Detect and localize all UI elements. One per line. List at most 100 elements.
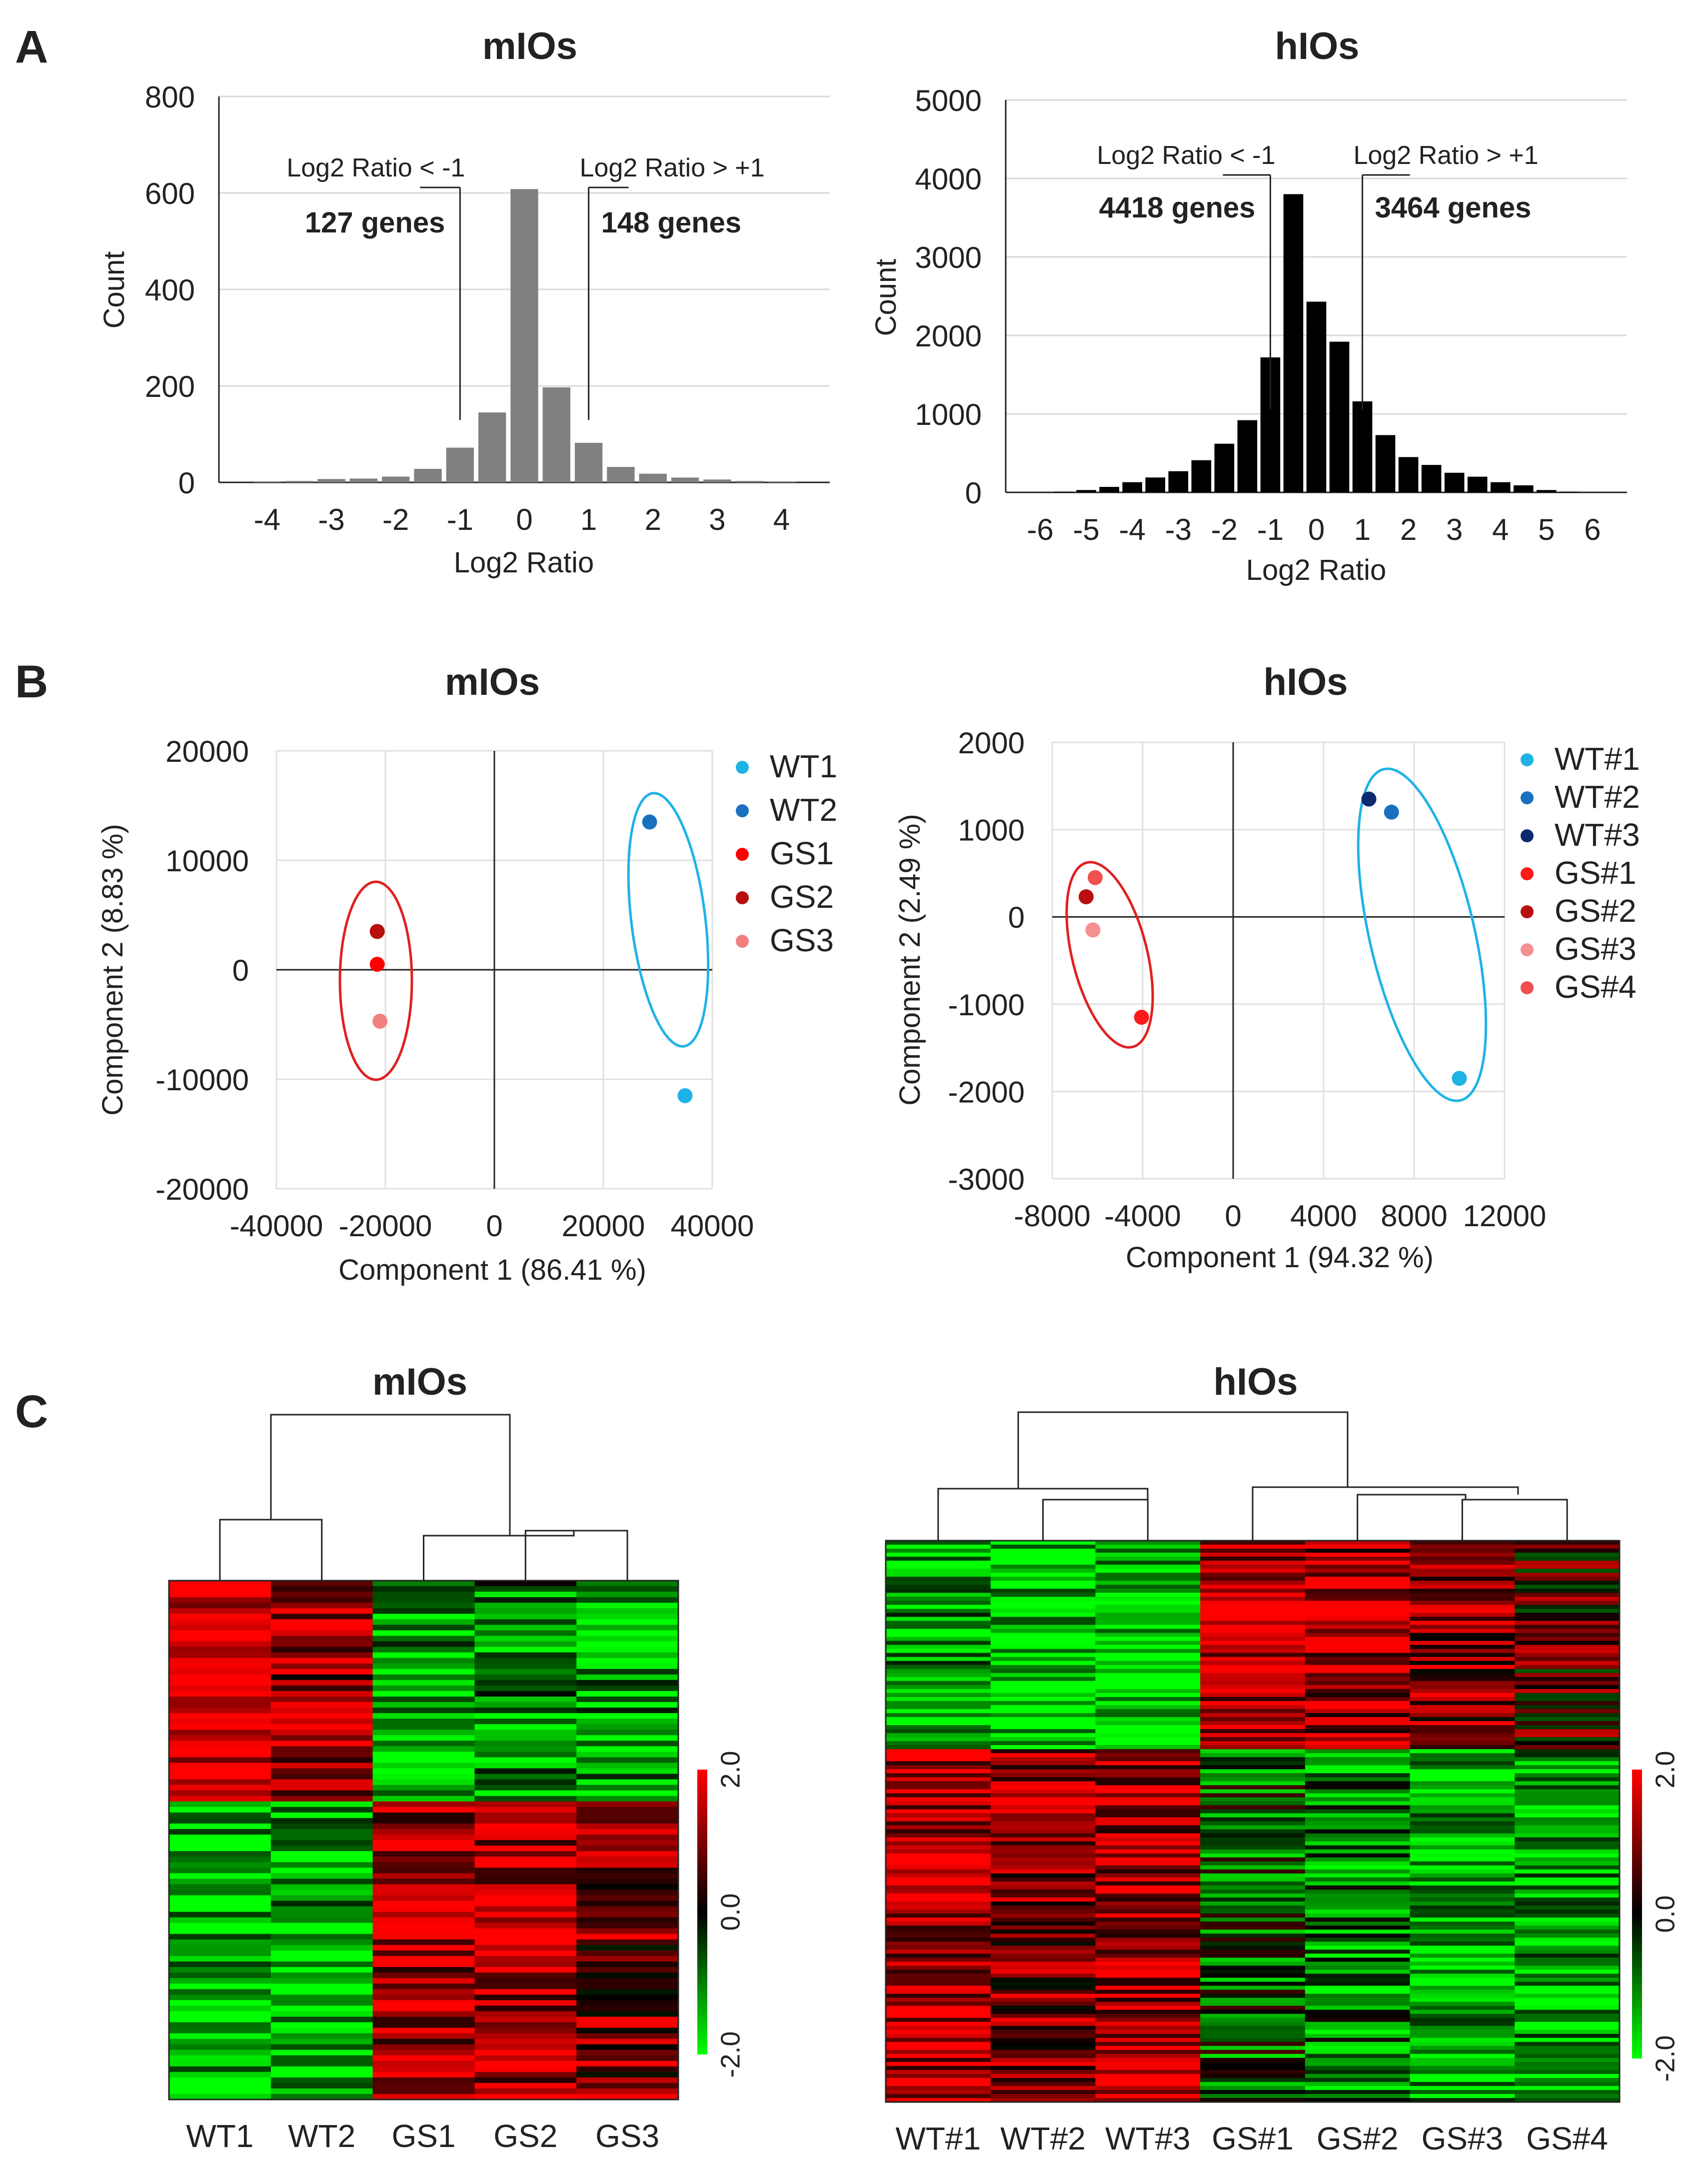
heatmap-cell	[1200, 1673, 1306, 1678]
heatmap-cell	[886, 1809, 991, 1814]
heatmap-cell	[576, 2022, 679, 2029]
heatmap-cell	[990, 1549, 1096, 1553]
heatmap-cell	[576, 2083, 679, 2089]
heatmap-cell	[1305, 1669, 1411, 1674]
heatmap-cell	[990, 2054, 1096, 2059]
heatmap-cell	[1410, 1809, 1516, 1814]
heatmap-cell	[1515, 1657, 1620, 1662]
heatmap-cell	[990, 1833, 1096, 1838]
heatmap-cell	[1410, 1793, 1516, 1798]
heatmap-cell	[1515, 1641, 1620, 1646]
heatmap-cell	[1410, 1966, 1516, 1971]
heatmap-cell	[169, 1873, 271, 1880]
heatmap-cell	[990, 2014, 1096, 2019]
heatmap-cell	[1305, 1773, 1411, 1778]
heatmap-cell	[169, 1746, 271, 1753]
heatmap-cell	[1410, 1837, 1516, 1842]
y-axis-label: Count	[98, 251, 130, 329]
heatmap-cell	[1305, 1962, 1411, 1967]
heatmap-cell	[1515, 2066, 1620, 2071]
heatmap-cell	[576, 1603, 679, 1609]
y-tick-label: -10000	[155, 1063, 249, 1097]
heatmap-cell	[1305, 2062, 1411, 2067]
heatmap-cell	[270, 1818, 373, 1824]
heatmap-cell	[576, 1774, 679, 1780]
heatmap-cell	[474, 2028, 577, 2034]
heatmap-cell	[1200, 1950, 1306, 1955]
heatmap-cell	[1095, 1561, 1201, 1565]
heatmap-cell	[886, 1753, 991, 1758]
heatmap-cell	[1410, 1926, 1516, 1930]
histogram-bar	[382, 476, 410, 482]
heatmap-cell	[1410, 1841, 1516, 1846]
heatmap-cell	[1515, 1777, 1620, 1782]
x-tick-label: -5	[1073, 513, 1099, 546]
heatmap-cell	[169, 1663, 271, 1670]
heatmap-cell	[169, 1879, 271, 1885]
heatmap-cell	[1410, 1962, 1516, 1967]
heatmap-cell	[169, 1801, 271, 1808]
heatmap-cell	[270, 2088, 373, 2095]
legend-marker	[1521, 867, 1534, 880]
heatmap-cell	[1410, 1737, 1516, 1742]
heatmap-cell	[1095, 1641, 1201, 1646]
heatmap-cell	[1410, 1657, 1516, 1662]
heatmap-cell	[1095, 1645, 1201, 1650]
heatmap-cell	[1410, 1881, 1516, 1886]
heatmap-cell	[990, 1737, 1096, 1742]
heatmap-cell	[1410, 1721, 1516, 1726]
heatmap-cell	[1305, 1877, 1411, 1882]
heatmap-cell	[1305, 1881, 1411, 1886]
heatmap-cell	[886, 1757, 991, 1762]
heatmap-cell	[886, 1729, 991, 1734]
heatmap-cell	[886, 1717, 991, 1722]
heatmap-cell	[1410, 1869, 1516, 1874]
heatmap-cell	[990, 1621, 1096, 1626]
heatmap-cell	[886, 1801, 991, 1806]
heatmap-cell	[1200, 1962, 1306, 1967]
heatmap-cell	[886, 1861, 991, 1866]
x-tick-label: -1	[447, 503, 473, 536]
heatmap-cell	[474, 1934, 577, 1940]
heatmap-cell	[169, 1857, 271, 1863]
heatmap-cell	[576, 1978, 679, 1984]
heatmap-cell	[474, 1873, 577, 1880]
heatmap-cell	[990, 1877, 1096, 1882]
heatmap-cell	[372, 1790, 475, 1797]
heatmap-cell	[576, 1857, 679, 1863]
heatmap-cell	[1200, 1825, 1306, 1830]
heatmap-cell	[372, 1592, 475, 1598]
heatmap-cell	[1410, 1757, 1516, 1762]
heatmap-cell	[1095, 2074, 1201, 2079]
heatmap-cell	[372, 1823, 475, 1830]
heatmap-cell	[1200, 1725, 1306, 1730]
heatmap-cell	[886, 1769, 991, 1774]
heatmap-cell	[1200, 1617, 1306, 1622]
heatmap-cell	[372, 1862, 475, 1869]
heatmap-cell	[990, 1994, 1096, 1999]
heatmap-cell	[169, 1730, 271, 1736]
heatmap-cell	[1095, 2010, 1201, 2015]
heatmap-cell	[270, 1608, 373, 1615]
scale-label-min: -2.0	[1650, 2035, 1680, 2082]
heatmap-cell	[886, 2058, 991, 2063]
heatmap-cell	[1515, 2038, 1620, 2043]
heatmap-cell	[886, 1677, 991, 1682]
heatmap-cell	[1200, 1974, 1306, 1979]
heatmap-cell	[886, 1930, 991, 1934]
heatmap-cell	[1200, 1713, 1306, 1718]
heatmap-cell	[1200, 1685, 1306, 1690]
heatmap-cell	[169, 1581, 271, 1587]
heatmap-cell	[1200, 1789, 1306, 1794]
heatmap-cell	[1410, 2094, 1516, 2099]
heatmap-cell	[1410, 1697, 1516, 1702]
heatmap-cell	[990, 2002, 1096, 2007]
heatmap-cell	[1095, 1569, 1201, 1573]
heatmap-cell	[1095, 1938, 1201, 1942]
histogram-bar	[542, 387, 570, 482]
heatmap-cell	[1305, 1609, 1411, 1614]
heatmap-cell	[990, 2006, 1096, 2011]
heatmap-cell	[1200, 1805, 1306, 1810]
y-tick-label: 0	[178, 466, 195, 500]
